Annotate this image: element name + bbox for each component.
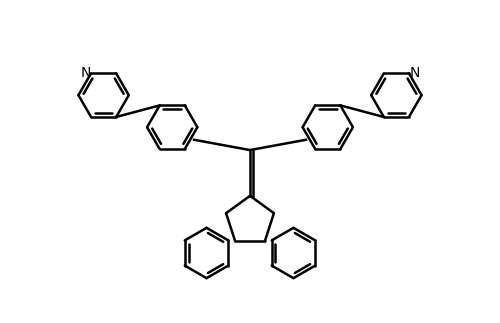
Text: N: N	[80, 67, 90, 80]
Text: N: N	[410, 67, 420, 80]
